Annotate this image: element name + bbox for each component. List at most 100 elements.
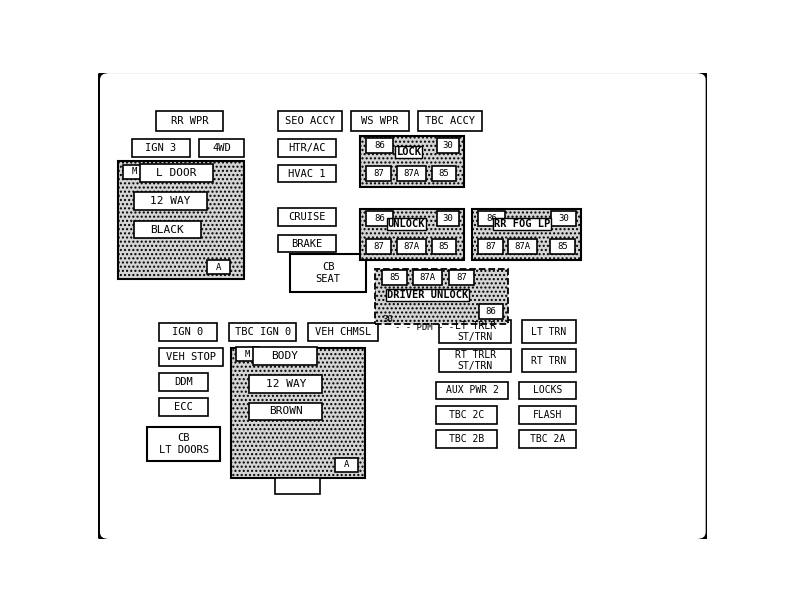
- Text: BODY: BODY: [271, 351, 299, 361]
- FancyBboxPatch shape: [98, 72, 707, 541]
- Bar: [439, 320, 511, 344]
- Text: 87A: 87A: [420, 273, 436, 282]
- Text: HTR/AC: HTR/AC: [288, 143, 325, 153]
- Bar: [231, 348, 365, 478]
- Text: TBC 2B: TBC 2B: [449, 434, 484, 444]
- Text: 30: 30: [443, 214, 454, 223]
- Bar: [519, 430, 576, 448]
- Bar: [253, 347, 317, 365]
- Text: BLACK: BLACK: [150, 224, 184, 235]
- Text: DDM: DDM: [174, 377, 193, 387]
- Bar: [519, 406, 576, 424]
- Text: IGN 3: IGN 3: [145, 143, 176, 153]
- Text: 85: 85: [439, 242, 450, 251]
- Text: HVAC 1: HVAC 1: [288, 168, 325, 179]
- Bar: [479, 239, 503, 254]
- Text: M: M: [244, 350, 250, 359]
- Text: 87: 87: [373, 169, 384, 178]
- Bar: [290, 254, 366, 292]
- Bar: [376, 268, 509, 324]
- Bar: [278, 165, 336, 182]
- Text: RT TRLR
ST/TRN: RT TRLR ST/TRN: [455, 350, 496, 371]
- Text: WS WPR: WS WPR: [362, 116, 399, 126]
- Text: DRIVER UNLOCK: DRIVER UNLOCK: [387, 290, 468, 300]
- Text: LOCKS: LOCKS: [533, 385, 562, 396]
- Bar: [140, 164, 213, 182]
- Bar: [278, 235, 336, 252]
- Bar: [123, 165, 145, 179]
- Bar: [366, 138, 393, 153]
- Bar: [207, 261, 230, 275]
- Bar: [479, 211, 505, 226]
- Bar: [230, 323, 296, 341]
- Text: TBC 2C: TBC 2C: [449, 410, 484, 420]
- Text: A: A: [215, 263, 221, 272]
- Bar: [436, 382, 509, 399]
- Bar: [156, 112, 223, 131]
- Bar: [159, 323, 217, 341]
- Bar: [437, 138, 459, 153]
- Bar: [351, 112, 409, 131]
- Text: 30: 30: [558, 214, 569, 223]
- Text: 12 WAY: 12 WAY: [266, 379, 306, 389]
- Text: M: M: [131, 167, 137, 176]
- Text: SEO ACCY: SEO ACCY: [285, 116, 335, 126]
- Text: VEH CHMSL: VEH CHMSL: [315, 327, 372, 337]
- Text: 85: 85: [439, 169, 450, 178]
- Text: 87: 87: [456, 273, 467, 282]
- Bar: [366, 239, 391, 254]
- Bar: [522, 349, 576, 372]
- Text: FLASH: FLASH: [533, 410, 562, 420]
- Text: CB
LT DOORS: CB LT DOORS: [159, 433, 208, 455]
- Text: AUX PWR 2: AUX PWR 2: [446, 385, 498, 396]
- Text: 87A: 87A: [514, 242, 531, 251]
- Text: ECC: ECC: [174, 402, 193, 412]
- Bar: [552, 211, 576, 226]
- Text: 86: 86: [486, 307, 497, 316]
- Text: 85: 85: [557, 242, 567, 251]
- Text: RT TRN: RT TRN: [531, 356, 567, 365]
- Bar: [449, 270, 474, 285]
- Text: L DOOR: L DOOR: [156, 168, 196, 178]
- Bar: [278, 208, 336, 226]
- Bar: [479, 304, 503, 319]
- Bar: [413, 270, 443, 285]
- Bar: [436, 430, 498, 448]
- Text: 4WD: 4WD: [212, 143, 231, 153]
- Text: 12 WAY: 12 WAY: [150, 196, 190, 206]
- Bar: [335, 458, 358, 471]
- Bar: [249, 402, 322, 421]
- Bar: [432, 239, 457, 254]
- Bar: [397, 239, 426, 254]
- Bar: [432, 166, 457, 181]
- Text: CRUISE: CRUISE: [288, 212, 325, 222]
- Bar: [472, 209, 581, 261]
- Text: 86: 86: [374, 214, 385, 223]
- Text: RR WPR: RR WPR: [171, 116, 208, 126]
- Text: 87A: 87A: [403, 242, 420, 251]
- Text: 85: 85: [389, 273, 399, 282]
- Text: 86: 86: [487, 214, 497, 223]
- Text: TBC ACCY: TBC ACCY: [425, 116, 475, 126]
- Text: IGN 0: IGN 0: [172, 327, 204, 337]
- Bar: [366, 211, 393, 226]
- Bar: [118, 161, 244, 279]
- Text: - - PDM - -: - - PDM - -: [395, 323, 454, 332]
- Bar: [436, 406, 498, 424]
- Bar: [134, 192, 207, 210]
- Bar: [159, 398, 208, 416]
- Text: LOCK: LOCK: [396, 147, 421, 156]
- Bar: [147, 427, 220, 461]
- Bar: [159, 373, 208, 391]
- Bar: [522, 320, 576, 344]
- Bar: [366, 166, 391, 181]
- Bar: [278, 112, 342, 131]
- Text: 87: 87: [485, 242, 496, 251]
- Bar: [159, 348, 223, 366]
- Text: A: A: [343, 460, 349, 469]
- Bar: [360, 209, 464, 261]
- Bar: [418, 112, 482, 131]
- Text: BROWN: BROWN: [269, 407, 303, 416]
- Text: 87: 87: [373, 242, 384, 251]
- Bar: [236, 347, 259, 361]
